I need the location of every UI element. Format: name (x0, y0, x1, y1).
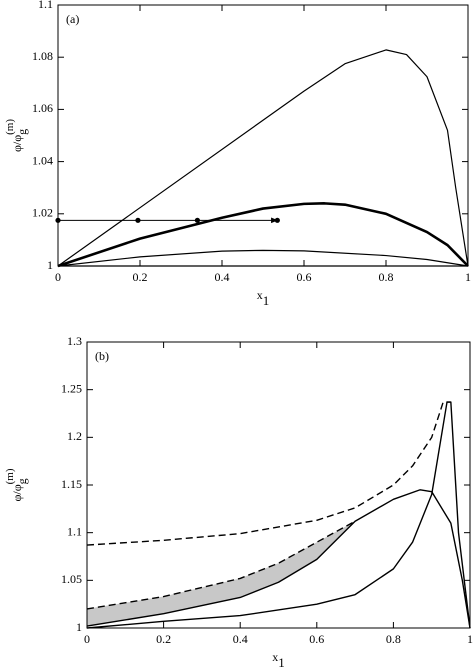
y-tick-label: 1.2 (67, 429, 82, 443)
x-axis-label: x1 (257, 288, 270, 308)
curve (86, 520, 356, 610)
curve (86, 489, 471, 629)
x-tick-label: 0 (55, 270, 61, 284)
x-tick-label: 1 (467, 632, 473, 646)
x-tick-label: 0.6 (309, 632, 324, 646)
y-tick-label: 1.08 (32, 49, 53, 63)
y-tick-label: 1 (47, 258, 53, 272)
y-label-sup: (m) (4, 119, 16, 135)
point (274, 217, 280, 223)
x-tick-label: 0.8 (379, 270, 394, 284)
x-tick-label: 0.6 (297, 270, 312, 284)
y-tick-label: 1.15 (61, 477, 82, 491)
y-tick-label: 1 (76, 620, 82, 634)
y-tick-label: 1.06 (32, 101, 53, 115)
y-tick-label: 1.1 (67, 524, 82, 538)
y-label-sub: g (15, 478, 29, 484)
y-tick-label: 1.1 (38, 0, 53, 11)
curve (86, 401, 451, 546)
x-tick-label: 0.8 (386, 632, 401, 646)
x-label-sub: 1 (263, 293, 270, 308)
curve (57, 49, 469, 267)
x-tick-label: 0.4 (215, 270, 230, 284)
y-tick-label: 1.05 (61, 572, 82, 586)
plot-frame (86, 341, 471, 629)
x-tick-label: 0.2 (156, 632, 171, 646)
y-tick-label: 1.3 (67, 334, 82, 348)
x-tick-label: 0 (84, 632, 90, 646)
x-tick-label: 0.4 (233, 632, 248, 646)
y-tick-label: 1.02 (32, 206, 53, 220)
y-axis-label: φ/φg(m) (4, 119, 29, 152)
y-tick-label: 1.04 (32, 153, 53, 167)
x-label-main: x (257, 288, 263, 302)
y-label-main: φ/φ (10, 484, 24, 501)
curve (86, 401, 471, 629)
y-tick-label: 1.25 (61, 381, 82, 395)
x-tick-label: 1 (465, 270, 471, 284)
x-label-main: x (272, 650, 278, 664)
x-axis-label: x1 (272, 650, 285, 667)
y-label-main: φ/φ (10, 135, 24, 152)
shaded-region (87, 521, 356, 627)
curve (57, 202, 469, 268)
y-label-sup: (m) (4, 468, 16, 484)
point (135, 217, 141, 223)
plot-frame (57, 4, 469, 267)
panel-label: (a) (66, 12, 79, 26)
curve (57, 249, 469, 267)
point (194, 217, 200, 223)
x-label-sub: 1 (278, 655, 285, 667)
y-label-sub: g (15, 129, 29, 135)
y-axis-label: φ/φg(m) (4, 468, 29, 501)
x-tick-label: 0.2 (133, 270, 148, 284)
panel-label: (b) (95, 349, 109, 363)
